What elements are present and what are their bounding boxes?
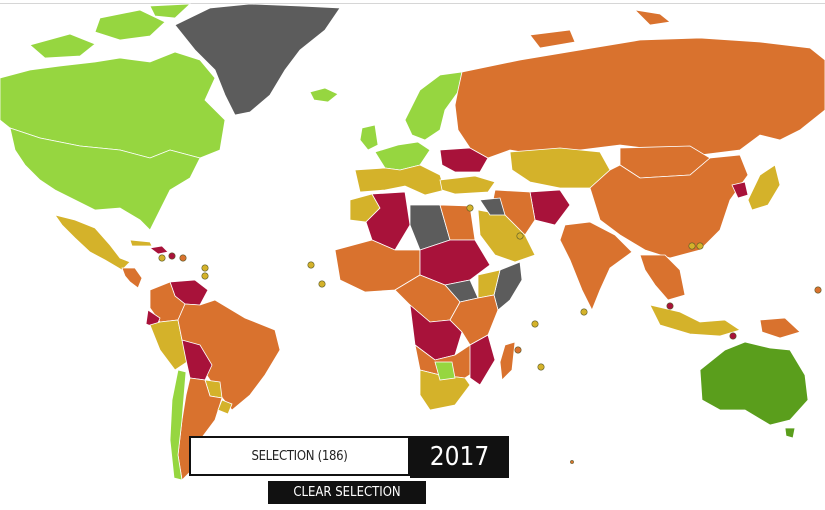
country-india[interactable]	[559, 221, 633, 311]
country-central-america[interactable]	[121, 267, 143, 289]
island-marker[interactable]	[318, 280, 326, 288]
island-marker[interactable]	[201, 264, 209, 272]
country-haiti[interactable]	[149, 245, 169, 255]
island-marker[interactable]	[814, 286, 822, 294]
country-turkey[interactable]	[439, 175, 496, 195]
island-marker[interactable]	[729, 332, 737, 340]
country-novaya-zemlya[interactable]	[529, 29, 576, 49]
country-scandinavia[interactable]	[404, 71, 463, 141]
country-greenland[interactable]	[174, 3, 341, 116]
country-arctic-islands[interactable]	[94, 9, 166, 41]
country-usa[interactable]	[9, 127, 201, 231]
country-arctic-islands-2[interactable]	[29, 33, 96, 59]
top-border	[0, 3, 825, 4]
island-marker[interactable]	[307, 261, 315, 269]
country-madagascar[interactable]	[499, 341, 516, 381]
country-somalia[interactable]	[493, 261, 523, 311]
island-marker[interactable]	[531, 320, 539, 328]
country-uk[interactable]	[359, 124, 379, 151]
island-marker[interactable]	[201, 272, 209, 280]
country-botswana[interactable]	[434, 361, 456, 381]
country-russia[interactable]	[454, 37, 825, 159]
country-indonesia[interactable]	[649, 304, 741, 337]
country-chile[interactable]	[169, 369, 187, 481]
country-arctic-islands-3[interactable]	[149, 3, 192, 19]
clear-selection-button[interactable]: CLEAR SELECTION	[268, 481, 426, 504]
country-mozambique[interactable]	[469, 334, 496, 386]
country-japan[interactable]	[747, 164, 781, 211]
selection-label: SELECTION (186)	[251, 448, 348, 464]
island-marker[interactable]	[688, 242, 696, 250]
country-uruguay[interactable]	[217, 399, 233, 415]
country-north-korea[interactable]	[731, 181, 749, 199]
country-png[interactable]	[759, 317, 801, 339]
island-marker[interactable]	[516, 232, 524, 240]
island-marker[interactable]	[466, 204, 474, 212]
island-marker[interactable]	[514, 346, 522, 354]
country-syria-iraq[interactable]	[479, 197, 506, 216]
country-iceland[interactable]	[309, 87, 339, 103]
country-tasmania[interactable]	[784, 427, 796, 439]
island-marker[interactable]	[537, 363, 545, 371]
country-australia[interactable]	[699, 341, 809, 426]
country-cuba[interactable]	[129, 239, 153, 247]
island-marker[interactable]	[570, 460, 574, 464]
country-svalbard[interactable]	[633, 9, 671, 26]
selection-box[interactable]: SELECTION (186)	[189, 436, 410, 476]
country-kazakhstan[interactable]	[509, 147, 611, 189]
country-saudi-arabia[interactable]	[477, 209, 536, 263]
country-afghanistan[interactable]	[529, 189, 571, 226]
island-marker[interactable]	[666, 302, 674, 310]
island-marker[interactable]	[580, 308, 588, 316]
country-mexico[interactable]	[54, 214, 131, 271]
island-marker[interactable]	[158, 254, 166, 262]
island-marker[interactable]	[696, 242, 704, 250]
year-display: 2017	[410, 436, 509, 478]
country-southeast-asia[interactable]	[639, 254, 686, 301]
island-marker[interactable]	[168, 252, 176, 260]
island-marker[interactable]	[179, 254, 187, 262]
